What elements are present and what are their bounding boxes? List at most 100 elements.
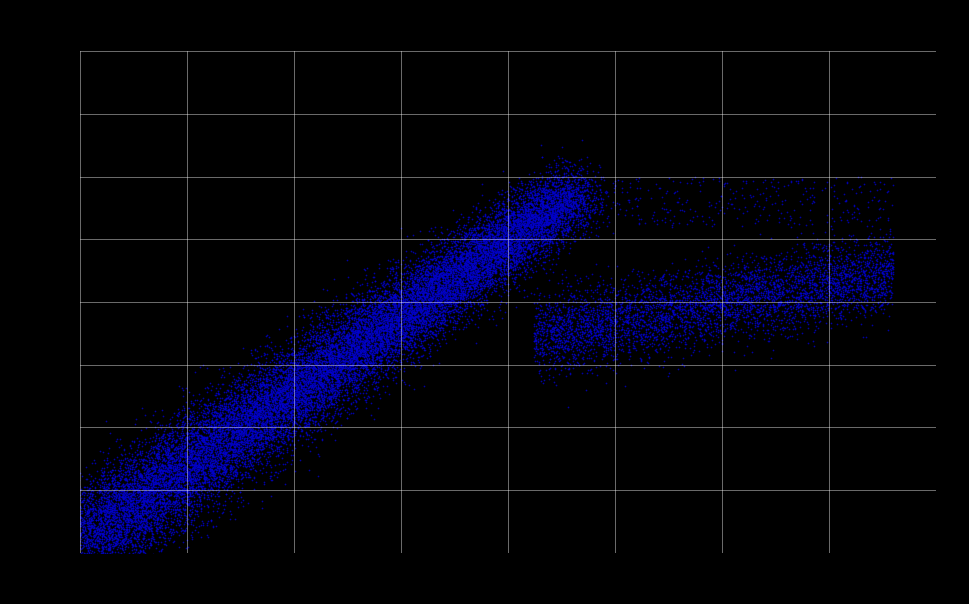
Point [357, 331, 372, 341]
Point [294, 372, 309, 382]
Point [549, 220, 565, 230]
Point [457, 228, 473, 237]
Point [388, 312, 403, 321]
Point [179, 444, 195, 454]
Point [482, 202, 497, 212]
Point [429, 313, 445, 323]
Point [568, 343, 583, 353]
Point [537, 250, 552, 260]
Point [673, 274, 689, 284]
Point [384, 308, 399, 318]
Point [506, 239, 521, 248]
Point [93, 506, 109, 516]
Point [178, 518, 194, 528]
Point [118, 522, 134, 532]
Point [285, 384, 300, 393]
Point [492, 297, 508, 306]
Point [455, 268, 471, 277]
Point [589, 312, 605, 321]
Point [170, 509, 185, 518]
Point [185, 479, 201, 489]
Point [496, 266, 512, 276]
Point [37, 533, 52, 542]
Point [62, 525, 78, 535]
Point [503, 196, 518, 206]
Point [435, 255, 451, 265]
Point [686, 301, 702, 310]
Point [553, 196, 569, 206]
Point [575, 199, 590, 208]
Point [455, 256, 471, 266]
Point [188, 449, 203, 459]
Point [154, 529, 170, 539]
Point [694, 173, 709, 183]
Point [280, 382, 296, 391]
Point [144, 454, 160, 463]
Point [723, 260, 738, 269]
Point [271, 379, 287, 388]
Point [393, 300, 409, 310]
Point [610, 303, 626, 313]
Point [592, 175, 608, 184]
Point [474, 250, 489, 260]
Point [115, 537, 131, 547]
Point [547, 190, 562, 200]
Point [193, 430, 208, 440]
Point [145, 467, 161, 477]
Point [197, 472, 212, 481]
Point [782, 254, 797, 263]
Point [109, 520, 125, 530]
Point [518, 237, 534, 247]
Point [176, 484, 192, 494]
Point [717, 178, 733, 188]
Point [495, 217, 511, 227]
Point [110, 493, 126, 503]
Point [306, 376, 322, 386]
Point [856, 284, 871, 294]
Point [422, 315, 437, 324]
Point [134, 496, 149, 506]
Point [258, 419, 273, 428]
Point [406, 269, 422, 279]
Point [479, 220, 494, 230]
Point [356, 371, 371, 381]
Point [561, 305, 577, 315]
Point [224, 390, 239, 399]
Point [533, 217, 548, 226]
Point [159, 439, 174, 448]
Point [314, 349, 329, 358]
Point [182, 470, 198, 480]
Point [245, 464, 261, 474]
Point [231, 425, 246, 435]
Point [328, 361, 343, 371]
Point [158, 507, 173, 517]
Point [315, 382, 330, 392]
Point [577, 214, 592, 223]
Point [203, 460, 218, 470]
Point [681, 298, 697, 308]
Point [516, 210, 531, 219]
Point [755, 252, 770, 262]
Point [852, 278, 867, 288]
Point [565, 306, 580, 315]
Point [292, 355, 307, 365]
Point [524, 219, 540, 229]
Point [260, 432, 275, 442]
Point [275, 401, 291, 411]
Point [136, 455, 151, 464]
Point [533, 140, 548, 150]
Point [97, 511, 112, 521]
Point [563, 205, 578, 214]
Point [400, 323, 416, 333]
Point [588, 186, 604, 196]
Point [212, 383, 228, 393]
Point [461, 258, 477, 268]
Point [843, 260, 859, 269]
Point [486, 286, 502, 296]
Point [520, 229, 536, 239]
Point [109, 521, 125, 530]
Point [327, 329, 342, 339]
Point [410, 288, 425, 298]
Point [329, 374, 345, 384]
Point [432, 295, 448, 304]
